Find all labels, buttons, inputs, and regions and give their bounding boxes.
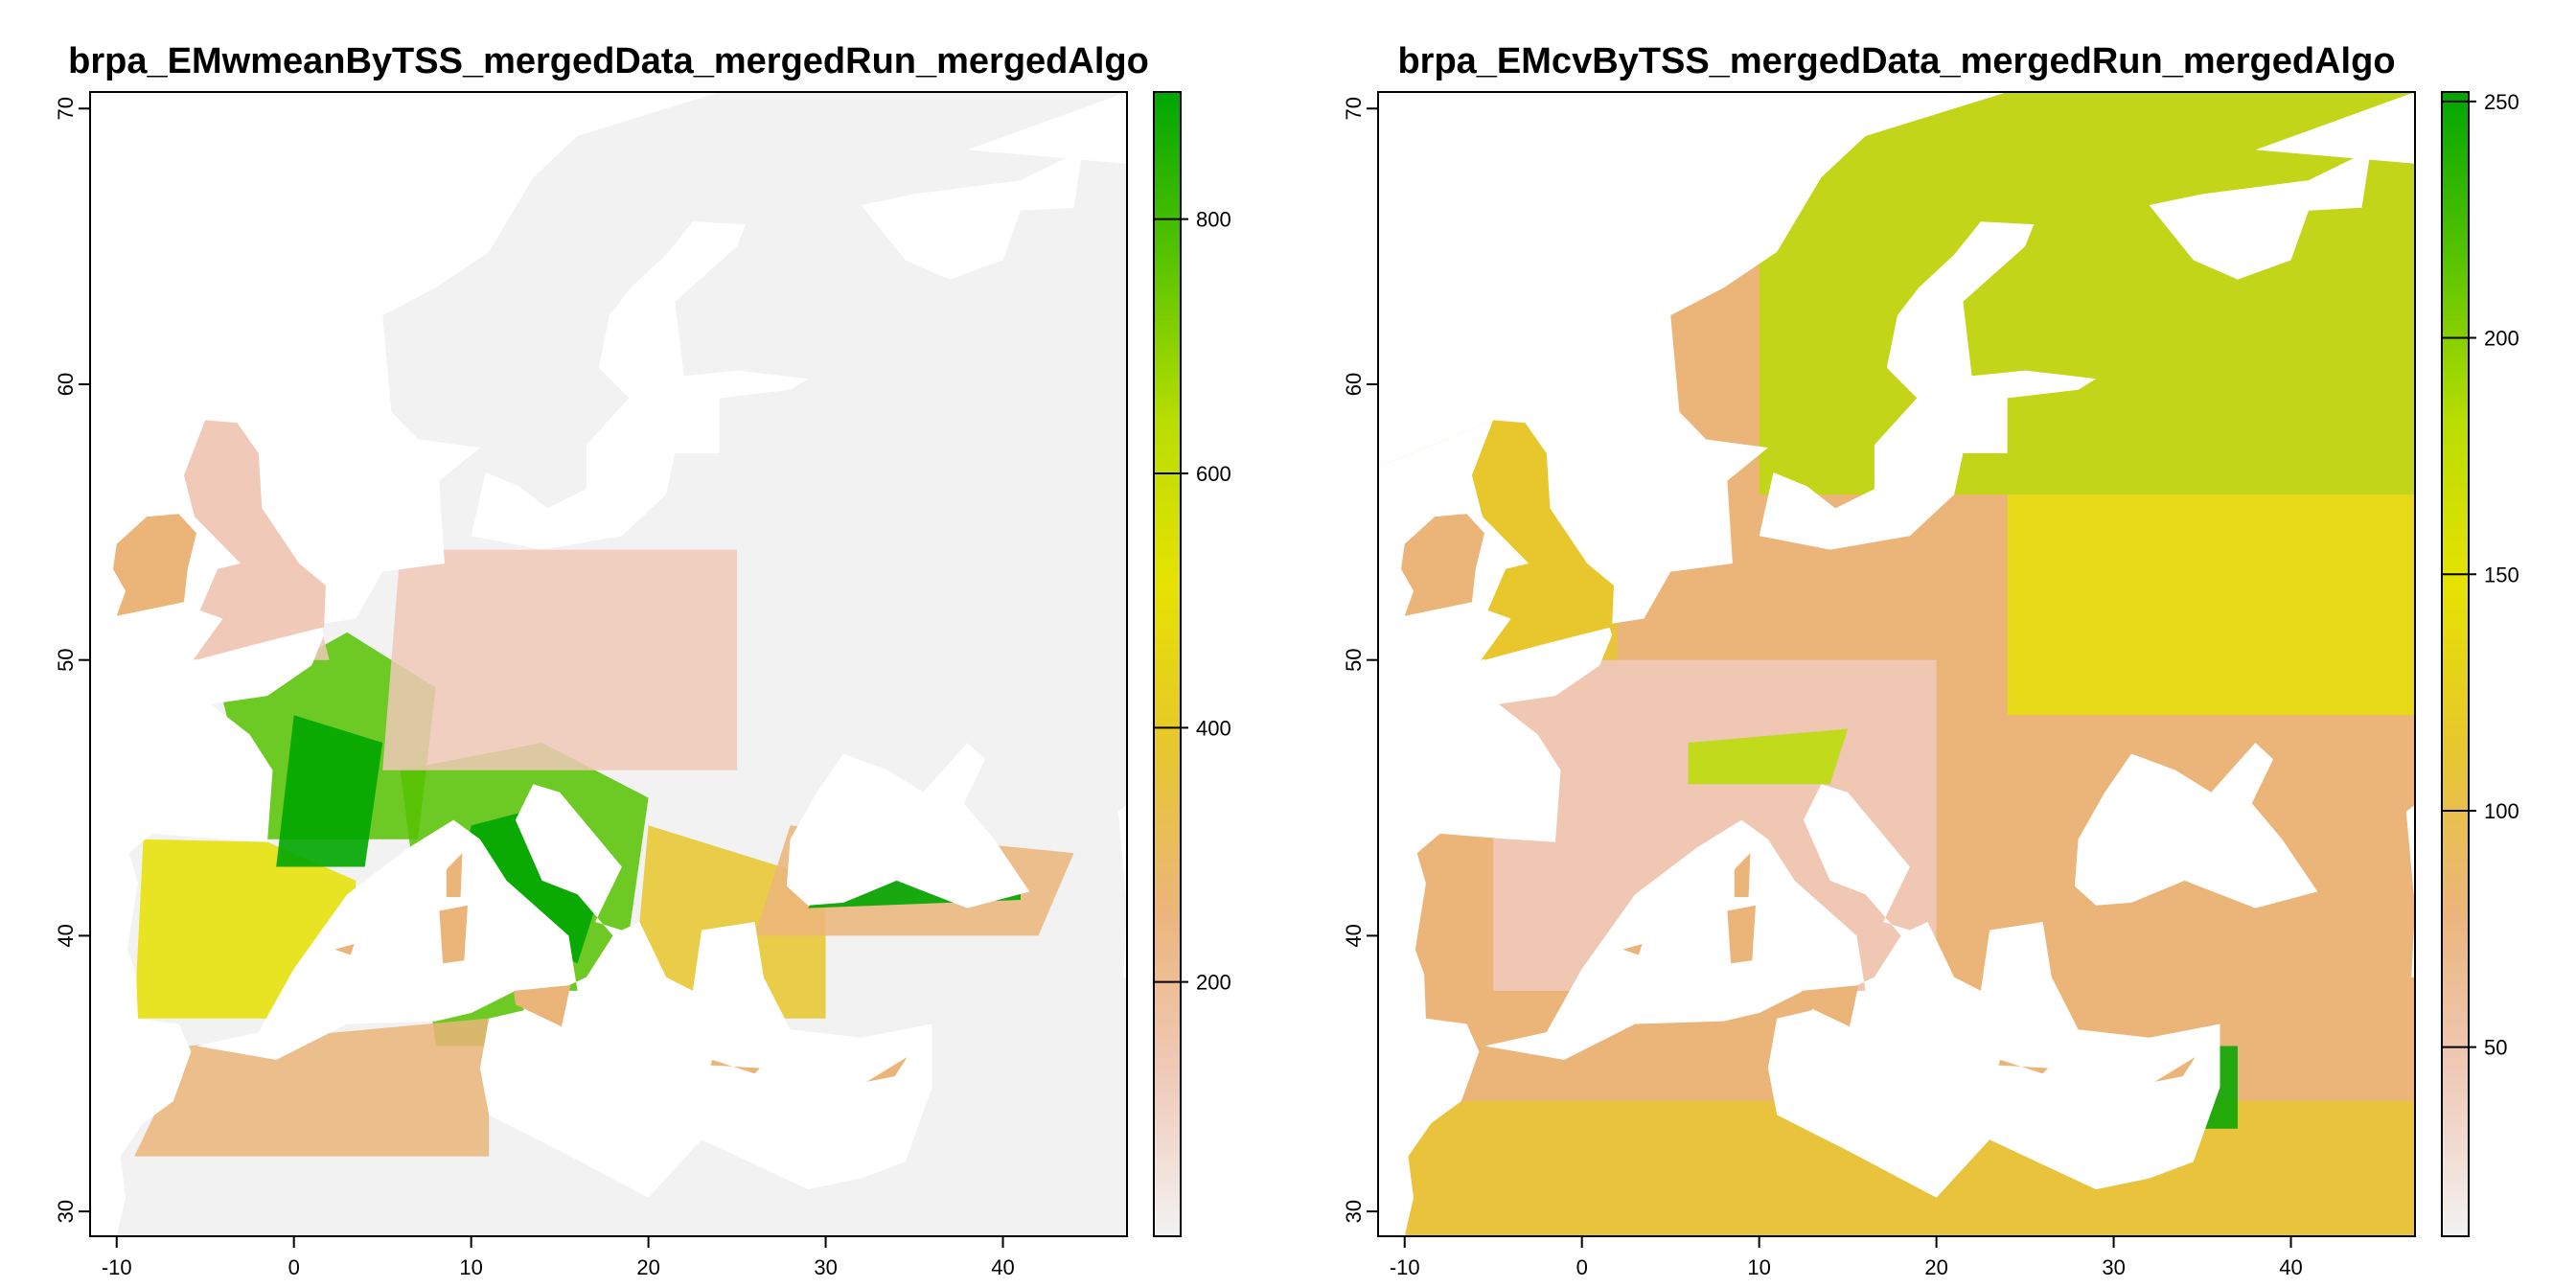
y-tick-label: 30 [1342, 1200, 1366, 1223]
island-sicily [514, 985, 571, 1027]
sea-north [1378, 92, 2008, 625]
map-raster [1378, 92, 2415, 1236]
sea-black [786, 743, 1030, 908]
sea-atlantic [1378, 420, 1613, 1236]
legend-colorbar [2441, 91, 2470, 1237]
x-tick-label: 10 [459, 1255, 482, 1279]
sea-black [2074, 743, 2318, 908]
map-title: brpa_EMcvByTSS_mergedData_mergedRun_merg… [1397, 41, 2395, 81]
island-ireland [1401, 514, 1484, 616]
map-panel-wmean: brpa_EMwmeanByTSS_mergedData_mergedRun_m… [54, 41, 1231, 1279]
island-mallorca [1622, 944, 1643, 955]
x-tick-label: -10 [1390, 1255, 1420, 1279]
x-tick-label: 30 [2102, 1255, 2125, 1279]
habitat-zone [382, 549, 738, 770]
x-tick-label: 40 [2279, 1255, 2302, 1279]
island-crete [710, 1059, 761, 1074]
map-plot-cv: brpa_EMcvByTSS_mergedData_mergedRun_merg… [1342, 41, 2519, 1279]
y-tick-label: 30 [54, 1200, 78, 1223]
legend-tick-label: 800 [1196, 208, 1231, 232]
island-sicily [1802, 985, 1859, 1027]
map-title: brpa_EMwmeanByTSS_mergedData_mergedRun_m… [68, 41, 1149, 81]
sea-baltic [1759, 221, 2097, 550]
legend-colorbar [1153, 91, 1182, 1237]
x-tick-label: 30 [814, 1255, 837, 1279]
x-tick-label: 20 [636, 1255, 659, 1279]
map-raster [90, 92, 1127, 1236]
y-tick-label: 60 [54, 373, 78, 396]
island-corsica [1734, 853, 1751, 898]
plot-frame [89, 91, 1128, 1237]
y-tick-label: 70 [1342, 97, 1366, 120]
legend-tick-label: 50 [2484, 1036, 2507, 1060]
island-great-britain [1472, 420, 1614, 660]
cv-zone [2007, 494, 2415, 716]
island-sardinia [439, 905, 468, 964]
island-mallorca [334, 944, 355, 955]
legend-tick-label: 150 [2484, 563, 2519, 586]
island-corsica [446, 853, 463, 898]
y-tick-label: 40 [54, 924, 78, 947]
legend-tick-label: 600 [1196, 462, 1231, 486]
plot-frame [1377, 91, 2416, 1237]
sea-bothnia_n [2255, 92, 2415, 164]
y-tick-label: 50 [1342, 648, 1366, 671]
x-tick-label: 20 [1924, 1255, 1947, 1279]
x-tick-label: 40 [991, 1255, 1014, 1279]
island-sardinia [1727, 905, 1756, 964]
habitat-hotspot [453, 811, 596, 964]
y-tick-label: 50 [54, 648, 78, 671]
island-ireland [113, 514, 196, 616]
map-plot-wmean: brpa_EMwmeanByTSS_mergedData_mergedRun_m… [54, 41, 1231, 1279]
island-cyprus [2154, 1057, 2196, 1082]
habitat-zone [134, 1018, 490, 1157]
y-tick-label: 60 [1342, 373, 1366, 396]
x-tick-label: 0 [1576, 1255, 1588, 1279]
habitat-hotspot [276, 715, 383, 867]
sea-caspian [1117, 804, 1127, 978]
legend-tick-label: 100 [2484, 799, 2519, 823]
y-tick-label: 40 [1342, 924, 1366, 947]
sea-bothnia_n [967, 92, 1127, 164]
legend-tick-label: 400 [1196, 716, 1231, 740]
island-cyprus [866, 1057, 908, 1082]
sea-baltic [471, 221, 809, 550]
legend-tick-label: 200 [2484, 327, 2519, 351]
sea-north [90, 92, 720, 625]
island-crete [1998, 1059, 2049, 1074]
sea-white [2149, 150, 2371, 280]
sea-white [861, 150, 1083, 280]
sea-caspian [2405, 804, 2415, 978]
sea-atlantic [90, 420, 325, 1236]
cv-alps-zone [1688, 728, 1849, 785]
island-great-britain [184, 420, 326, 660]
x-tick-label: -10 [102, 1255, 132, 1279]
y-tick-label: 70 [54, 97, 78, 120]
x-tick-label: 0 [288, 1255, 300, 1279]
x-tick-label: 10 [1747, 1255, 1770, 1279]
legend-tick-label: 250 [2484, 90, 2519, 114]
legend-tick-label: 200 [1196, 971, 1231, 995]
map-panel-cv: brpa_EMcvByTSS_mergedData_mergedRun_merg… [1288, 0, 2576, 1288]
